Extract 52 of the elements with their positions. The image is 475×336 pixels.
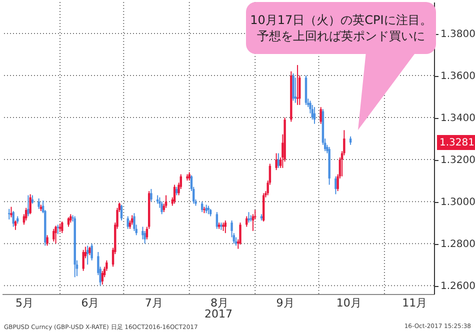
y-tick-label: 1.3600 [440, 71, 475, 82]
y-tick-label: 1.3000 [440, 197, 475, 208]
candlestick [54, 225, 57, 244]
candlestick [27, 194, 30, 217]
candlestick [133, 212, 136, 232]
candlestick [90, 243, 93, 261]
candlestick [200, 201, 204, 213]
x-tick-label: 9月 [276, 296, 294, 310]
candlestick [101, 270, 104, 286]
y-tick-label: 1.3800 [440, 29, 475, 40]
y-tick-label: 1.3200 [440, 155, 475, 166]
x-tick-label: 8月 [210, 296, 229, 310]
candlestick [38, 198, 40, 210]
candlestick [248, 212, 250, 224]
candlestick [52, 228, 55, 242]
x-tick-label: 5月 [15, 296, 34, 310]
candlestick [24, 207, 28, 221]
candlestick [126, 216, 129, 230]
x-tick-label: 6月 [81, 296, 100, 310]
candlestick [334, 176, 337, 195]
candlestick [12, 210, 14, 228]
candlestick [120, 204, 123, 221]
candlestick [142, 226, 144, 240]
candlestick [277, 152, 280, 168]
candlestick [160, 201, 163, 215]
candlestick [292, 72, 294, 102]
candlestick [311, 104, 314, 120]
text: 1.3281 [440, 138, 474, 149]
candlestick [275, 152, 278, 171]
y-tick-label: 1.2600 [440, 281, 475, 292]
x-axis-title: 2017 [204, 308, 232, 320]
candlestick [173, 184, 176, 204]
candlestick [224, 220, 227, 234]
speech-bubble: 10月17日（火）の英CPIに注目。 予想を上回れば英ポンド買いに [246, 2, 436, 132]
x-tick-label: 10月 [336, 296, 362, 310]
candlestick [216, 212, 218, 230]
candlestick [82, 249, 84, 272]
x-tick-label: 7月 [144, 296, 163, 310]
candlestick [29, 194, 32, 215]
candlestick [10, 206, 12, 218]
candlestick [239, 222, 242, 246]
candlestick [150, 188, 152, 202]
annotation: 10月17日（火）の英CPIに注目。 [249, 12, 433, 28]
candlestick [144, 230, 146, 244]
candlestick [164, 194, 168, 208]
y-tick-label: 1.2800 [440, 239, 475, 250]
annotation: 予想を上回れば英ポンド買いに [256, 28, 426, 44]
candlestick [46, 234, 48, 246]
candlestick [320, 106, 322, 124]
x-tick-label: 11月 [402, 296, 428, 310]
y-tick-label: 1.3400 [440, 113, 475, 124]
candlestick [61, 221, 64, 234]
